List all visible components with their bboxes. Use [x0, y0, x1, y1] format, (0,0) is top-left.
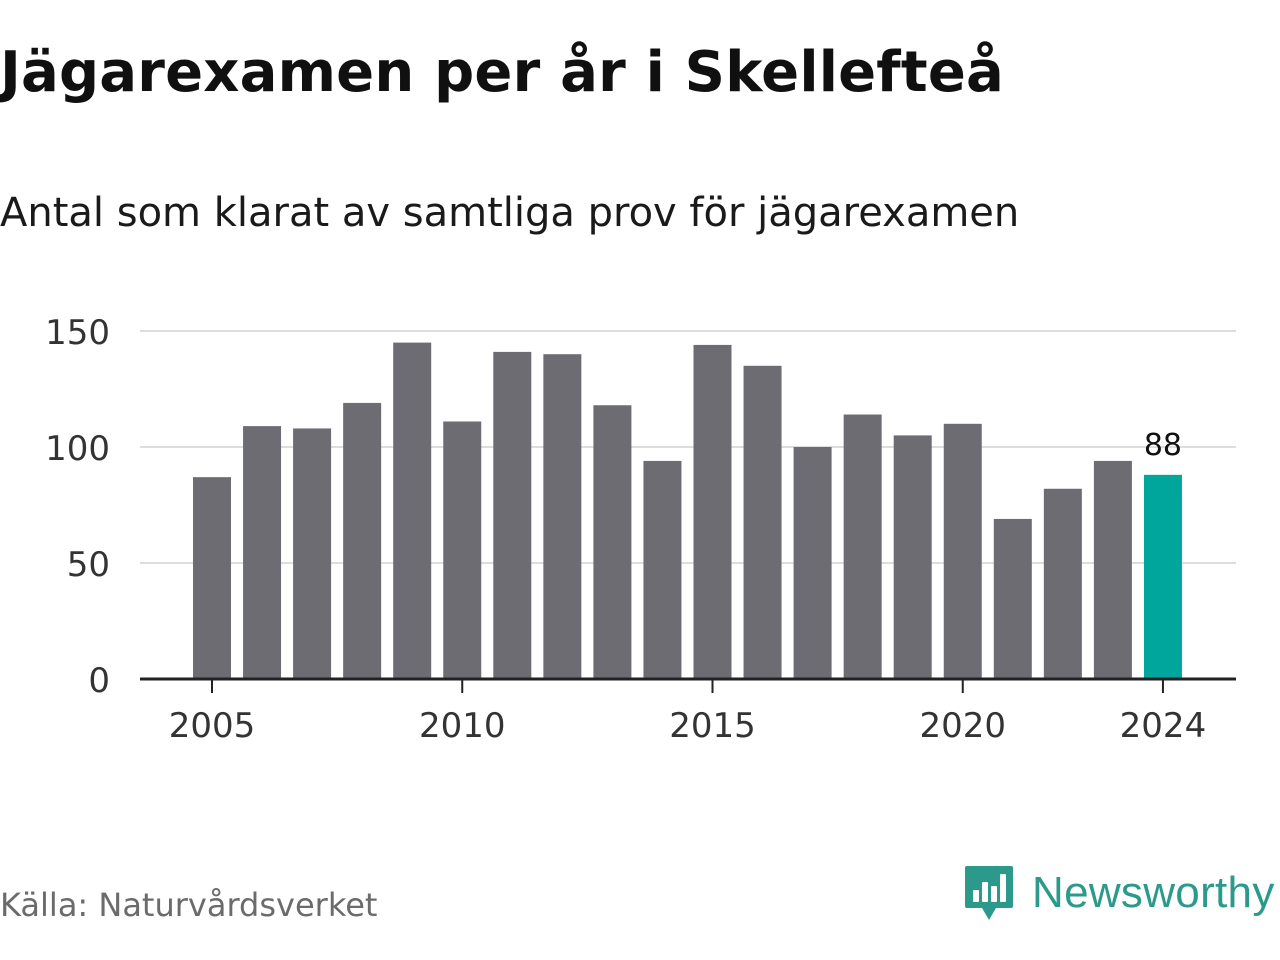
bar — [793, 447, 832, 679]
y-tick-label: 100 — [45, 429, 110, 469]
y-tick-label: 150 — [45, 313, 110, 353]
bar — [243, 426, 282, 679]
bar — [293, 428, 332, 679]
bar — [743, 365, 782, 679]
bar — [393, 342, 432, 679]
source-note: Källa: Naturvårdsverket — [0, 886, 378, 924]
data-label: 88 — [1144, 428, 1182, 463]
bar — [493, 351, 532, 679]
chart-subtitle: Antal som klarat av samtliga prov för jä… — [0, 190, 1020, 236]
bar — [443, 421, 482, 679]
brand-name: Newsworthy — [1032, 868, 1275, 917]
x-tick-label: 2010 — [419, 706, 506, 746]
bar — [693, 344, 732, 679]
x-tick-label: 2015 — [669, 706, 756, 746]
newsworthy-logo-icon — [965, 866, 1013, 920]
bar — [993, 518, 1032, 679]
y-tick-label: 50 — [67, 545, 110, 585]
bar — [1093, 460, 1132, 679]
bar — [1143, 474, 1182, 679]
bar — [543, 354, 582, 679]
y-tick-label: 0 — [88, 661, 110, 701]
chart-title: Jägarexamen per år i Skellefteå — [0, 40, 1005, 105]
bar — [643, 460, 682, 679]
x-tick-label: 2024 — [1120, 706, 1207, 746]
bar — [843, 414, 882, 679]
bar — [1043, 488, 1082, 679]
x-tick-label: 2005 — [169, 706, 256, 746]
brand-logo[interactable]: Newsworthy — [964, 864, 1275, 922]
x-tick-label: 2020 — [919, 706, 1006, 746]
bar — [593, 405, 632, 679]
bar-chart: 0 50 100 150 88 2005 2010 2015 2020 2024 — [45, 313, 1236, 746]
bar — [893, 435, 932, 679]
bar — [943, 423, 982, 679]
bar — [343, 402, 382, 679]
bar — [193, 477, 231, 679]
